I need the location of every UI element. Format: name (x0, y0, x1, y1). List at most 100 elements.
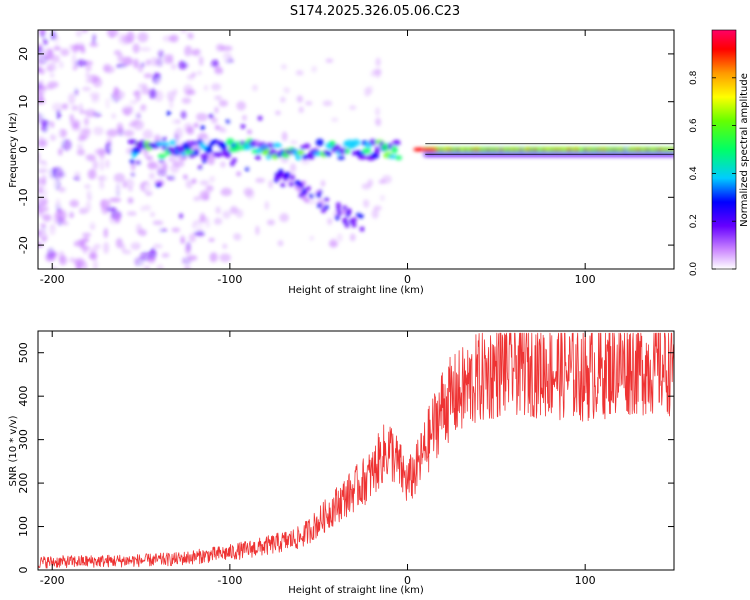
heatmap-cell (299, 182, 305, 188)
heatmap-cell (47, 177, 57, 189)
heatmap-cell (91, 33, 97, 44)
heatmap-cell (238, 77, 247, 88)
heatmap-cell (392, 139, 401, 146)
heatmap-cell (141, 87, 152, 95)
heatmap-cell (76, 143, 84, 149)
heatmap-cell (99, 160, 104, 172)
snr-ytick-label: 400 (17, 386, 30, 407)
heatmap-cell (184, 45, 193, 57)
heatmap-cell (201, 226, 212, 232)
heatmap-cell (104, 119, 112, 131)
heatmap-cell (183, 122, 193, 133)
heatmap-cell (298, 106, 304, 113)
heatmap-cell (41, 122, 49, 133)
heatmap-cell (50, 30, 57, 41)
heatmap-cell (309, 235, 315, 241)
heatmap-cell (159, 234, 168, 245)
heatmap-cell (62, 103, 68, 110)
heatmap-cell (346, 209, 352, 215)
heatmap-cell (78, 207, 88, 215)
heatmap-cell (383, 66, 388, 73)
heatmap-cell (253, 53, 261, 59)
heatmap-cell (214, 124, 220, 130)
heatmap-cell (64, 30, 70, 40)
heatmap-cell (215, 43, 225, 52)
heatmap-cell (291, 100, 298, 109)
heatmap-cell (135, 114, 142, 119)
heatmap-cell (236, 223, 241, 229)
heatmap-cell (257, 115, 263, 121)
heatmap-cell (60, 48, 70, 57)
heatmap-cell (359, 226, 365, 232)
heatmap-cell (71, 105, 79, 111)
heatmap-cell (120, 96, 132, 109)
heatmap-cell (51, 54, 60, 63)
heatmap-cell (279, 213, 289, 223)
heatmap-cell (197, 165, 203, 171)
heatmap-cell (98, 121, 104, 126)
colorbar-gradient (711, 29, 737, 270)
heatmap-cell (183, 36, 190, 43)
heatmap-cell (213, 217, 223, 225)
heatmap-cell (336, 95, 346, 103)
heatmap-cell (239, 196, 245, 205)
heatmap-cell (277, 200, 287, 205)
heatmap-cell (323, 204, 329, 210)
heatmap-cell (69, 211, 74, 219)
heatmap-cell (79, 109, 86, 115)
heatmap-cell (281, 131, 288, 142)
heatmap-cell (231, 157, 237, 163)
heatmap-cell (216, 71, 222, 81)
heatmap-cell (289, 174, 295, 180)
heatmap-cell (89, 247, 98, 254)
heatmap-cell (182, 174, 188, 180)
heatmap-cell (71, 53, 77, 66)
heatmap-cell (204, 100, 214, 106)
heatmap-cell (275, 110, 281, 116)
heatmap-cell (127, 139, 137, 145)
heatmap-cell (60, 139, 72, 151)
heatmap-cell (139, 251, 152, 261)
heatmap-cell (249, 95, 258, 103)
heatmap-cell (285, 171, 291, 177)
heatmap-cell (373, 93, 384, 101)
heatmap-cell (258, 192, 267, 202)
heatmap-cell (180, 151, 186, 157)
heatmap-cell (123, 129, 135, 137)
heatmap-cell (51, 102, 64, 113)
heatmap-cell (295, 155, 302, 161)
snr-ytick-label: 500 (17, 342, 30, 363)
heatmap-cell (150, 211, 155, 217)
heatmap-cell (281, 54, 286, 64)
heatmap-cell (203, 84, 209, 92)
heatmap-cell (51, 265, 58, 269)
snr-xtick-label: -100 (217, 574, 242, 587)
heatmap-cell (185, 179, 193, 189)
heatmap-cell (296, 150, 305, 156)
heatmap-cell (108, 213, 120, 225)
heatmap-cell (120, 66, 129, 74)
heatmap-cell (210, 194, 218, 207)
colorbar-tick-label: 0.2 (689, 214, 699, 228)
heatmap-cell (104, 175, 116, 183)
heatmap-cell (254, 154, 262, 160)
heatmap-cell (72, 122, 80, 129)
heatmap-cell (362, 199, 370, 208)
heatmap-cell (142, 129, 153, 140)
heatmap-cell (103, 227, 109, 239)
heatmap-cell (136, 160, 142, 166)
heatmap-cell (244, 166, 250, 172)
heatmap-cell (87, 74, 100, 83)
heatmap-cell (361, 183, 372, 190)
heatmap-cell (82, 246, 88, 255)
heatmap-cell (266, 154, 272, 160)
heatmap-cell (79, 238, 86, 248)
heatmap-cell (357, 202, 363, 213)
heatmap-cell (372, 124, 377, 133)
heatmap-cell (96, 103, 108, 111)
heatmap-cell (191, 72, 197, 78)
heatmap-cell (140, 261, 146, 269)
heatmap-cell (260, 240, 271, 247)
heatmap-cell (105, 142, 112, 155)
heatmap-cell (38, 168, 48, 173)
